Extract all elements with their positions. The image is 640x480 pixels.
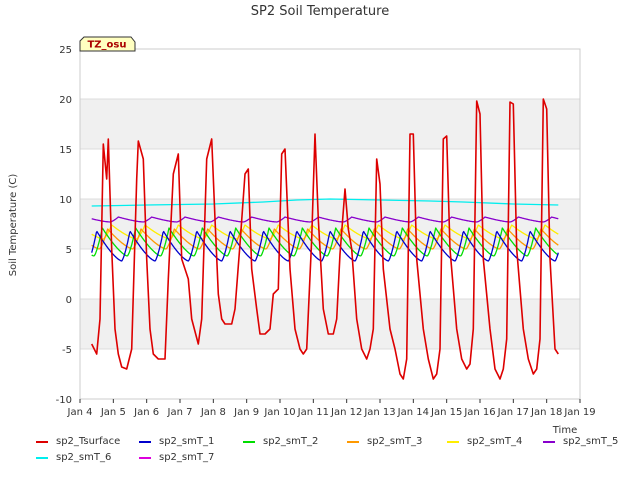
legend-swatch xyxy=(139,440,151,443)
legend-label: sp2_smT_1 xyxy=(159,436,215,447)
plot-band xyxy=(80,299,580,349)
legend-item: sp2_smT_1 xyxy=(139,436,214,447)
y-tick-label: 10 xyxy=(59,195,72,206)
x-tick-label: Jan 13 xyxy=(363,407,395,418)
legend-label: sp2_Tsurface xyxy=(56,436,121,447)
legend-item: sp2_smT_2 xyxy=(243,436,318,447)
chart-title: SP2 Soil Temperature xyxy=(251,4,389,19)
legend-item: sp2_smT_7 xyxy=(139,452,214,463)
legend-swatch xyxy=(347,440,359,443)
x-tick-label: Jan 11 xyxy=(297,407,329,418)
legend-label: sp2_smT_7 xyxy=(159,452,215,463)
series-line-sp2-tsurface xyxy=(90,98,559,380)
y-tick-label: 15 xyxy=(59,145,72,156)
legend-label: sp2_smT_4 xyxy=(467,436,523,447)
plot-border xyxy=(79,48,581,400)
x-tick-label: Jan 16 xyxy=(463,407,495,418)
series-line-sp2-smt-2 xyxy=(91,227,559,257)
x-tick-label: Jan 9 xyxy=(233,407,259,418)
x-tick-label: Jan 12 xyxy=(330,407,362,418)
y-axis-label: Soil Temperature (C) xyxy=(8,174,19,277)
x-tick-label: Jan 5 xyxy=(100,407,126,418)
series-group xyxy=(90,98,559,380)
legend-label: sp2_smT_5 xyxy=(563,436,619,447)
legend-item: sp2_smT_4 xyxy=(447,436,522,447)
x-tick-label: Jan 18 xyxy=(530,407,562,418)
y-tick-label: -5 xyxy=(62,345,72,356)
legend-item: sp2_smT_6 xyxy=(36,452,111,463)
legend-label: sp2_smT_6 xyxy=(56,452,112,463)
annotation-label: TZ_osu xyxy=(87,40,126,51)
y-axis-ticks: -10 -5 0 5 10 15 20 25 xyxy=(56,45,72,406)
legend-swatch xyxy=(36,456,48,459)
series-line-sp2-smt-5 xyxy=(91,216,559,223)
x-tick-label: Jan 15 xyxy=(430,407,462,418)
x-axis-ticks: Jan 4 Jan 5 Jan 6 Jan 7 Jan 8 Jan 9 Jan 10 Jan … xyxy=(67,399,596,418)
series-line-sp2-smt-6 xyxy=(91,198,559,207)
legend-swatch xyxy=(36,440,48,443)
y-tick-label: -10 xyxy=(56,395,72,406)
plot-band xyxy=(80,199,580,249)
legend-item: sp2_smT_5 xyxy=(543,436,618,447)
x-axis-label: Time xyxy=(552,425,577,436)
y-tick-label: 20 xyxy=(59,95,72,106)
x-tick-label: Jan 17 xyxy=(497,407,529,418)
legend-item: sp2_smT_3 xyxy=(347,436,422,447)
x-tick-label: Jan 19 xyxy=(563,407,595,418)
y-tick-label: 5 xyxy=(66,245,72,256)
legend-swatch xyxy=(139,456,151,459)
y-tick-label: 0 xyxy=(66,295,72,306)
x-tick-label: Jan 4 xyxy=(67,407,93,418)
x-tick-label: Jan 7 xyxy=(167,407,193,418)
annotation-box: TZ_osu xyxy=(79,36,136,52)
plot-band xyxy=(80,99,580,149)
plot-bands xyxy=(80,99,580,349)
legend-label: sp2_smT_2 xyxy=(263,436,319,447)
x-tick-label: Jan 10 xyxy=(263,407,295,418)
x-tick-label: Jan 8 xyxy=(200,407,226,418)
legend-swatch xyxy=(243,440,255,443)
legend-label: sp2_smT_3 xyxy=(367,436,423,447)
legend-swatch xyxy=(543,440,555,443)
legend-item: sp2_Tsurface xyxy=(36,436,120,447)
y-tick-label: 25 xyxy=(59,45,72,56)
x-tick-label: Jan 6 xyxy=(133,407,159,418)
x-tick-label: Jan 14 xyxy=(397,407,429,418)
legend-swatch xyxy=(447,440,459,443)
